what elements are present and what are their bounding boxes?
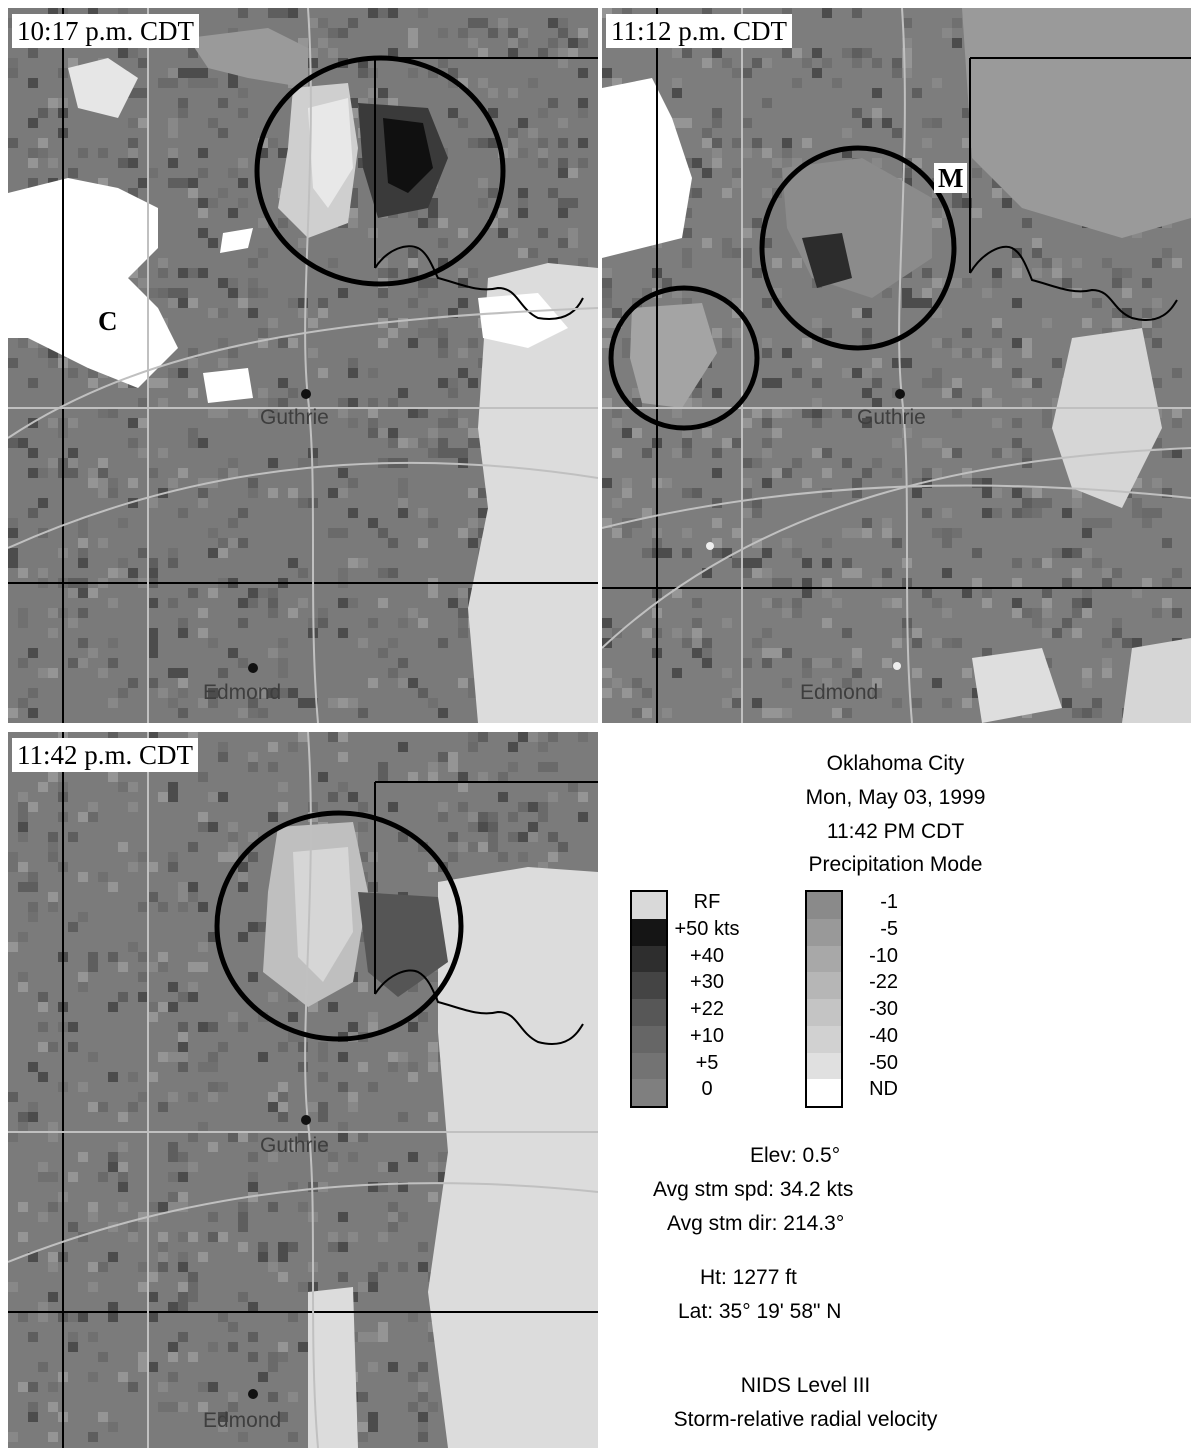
latitude-text: Lat: 35° 19' 58" N (678, 1300, 842, 1323)
legend-label: -30 (869, 998, 898, 1020)
legend-swatch (807, 1079, 841, 1106)
legend-swatch (632, 972, 666, 999)
legend-outbound-bar (805, 890, 843, 1108)
letter-c-label: C (98, 306, 118, 336)
city-guthrie: Guthrie (260, 1134, 329, 1157)
panel-time-label: 11:42 p.m. CDT (12, 738, 199, 772)
legend-label: -40 (869, 1024, 898, 1047)
legend-swatch (632, 918, 666, 946)
legend-label: -22 (869, 971, 898, 994)
legend-label: +10 (690, 1024, 724, 1047)
legend-swatch (807, 999, 841, 1026)
legend-swatch (807, 972, 841, 999)
radar-info-panel: Oklahoma City Mon, May 03, 1999 11:42 PM… (600, 732, 1191, 1448)
letter-m-label: M (934, 163, 968, 193)
legend-label: +5 (695, 1051, 719, 1074)
avg-storm-direction-text: Avg stm dir: 214.3° (667, 1212, 845, 1235)
height-text: Ht: 1277 ft (700, 1266, 797, 1289)
radar-panel-1112: 11:12 p.m. CDT M Guthrie Edmond (602, 8, 1191, 723)
legend-swatch (807, 1025, 841, 1053)
legend-label: -1 (880, 891, 898, 913)
legend-swatch (632, 1025, 666, 1053)
city-guthrie: Guthrie (857, 406, 926, 429)
radar-panel-1017: 10:17 p.m. CDT C Guthrie Edmond (8, 8, 598, 723)
legend-swatch (807, 918, 841, 946)
legend-swatch (807, 945, 841, 973)
radar-map-1142 (8, 732, 598, 1448)
legend-swatch (632, 892, 666, 919)
legend-label: 0 (701, 1078, 713, 1101)
time-text: 11:42 PM CDT (826, 820, 965, 843)
legend-label: +30 (690, 971, 724, 994)
city-edmond: Edmond (800, 681, 879, 704)
legend-label: +22 (690, 998, 724, 1020)
legend-label: RF (693, 891, 721, 913)
location-text: Oklahoma City (826, 752, 965, 775)
legend-label: -50 (869, 1051, 898, 1074)
radar-panel-1142: 11:42 p.m. CDT Guthrie Edmond (8, 732, 598, 1448)
legend-label: ND (869, 1078, 898, 1101)
city-edmond: Edmond (203, 681, 282, 704)
legend-label: +50 kts (674, 917, 740, 940)
legend-swatch (632, 999, 666, 1026)
product-desc-text: Storm-relative radial velocity (673, 1408, 938, 1431)
elevation-text: Elev: 0.5° (750, 1144, 841, 1167)
legend-swatch (632, 1052, 666, 1080)
city-guthrie: Guthrie (260, 406, 329, 429)
legend-label: -10 (869, 944, 898, 967)
panel-time-label: 10:17 p.m. CDT (12, 14, 200, 48)
legend-inbound-bar (630, 890, 668, 1108)
legend-swatch (807, 1052, 841, 1080)
date-text: Mon, May 03, 1999 (805, 786, 986, 809)
panel-time-label: 11:12 p.m. CDT (606, 14, 793, 48)
product-text: NIDS Level III (740, 1374, 871, 1397)
legend-label: +40 (690, 944, 724, 967)
avg-storm-speed-text: Avg stm spd: 34.2 kts (653, 1178, 854, 1201)
legend-label: -5 (880, 917, 898, 940)
legend-swatch (632, 945, 666, 973)
legend-swatch (807, 892, 841, 919)
legend-swatch (632, 1079, 666, 1106)
radar-map-1112 (602, 8, 1191, 723)
city-edmond: Edmond (203, 1409, 282, 1432)
radar-map-1017 (8, 8, 598, 723)
mode-text: Precipitation Mode (808, 853, 983, 876)
